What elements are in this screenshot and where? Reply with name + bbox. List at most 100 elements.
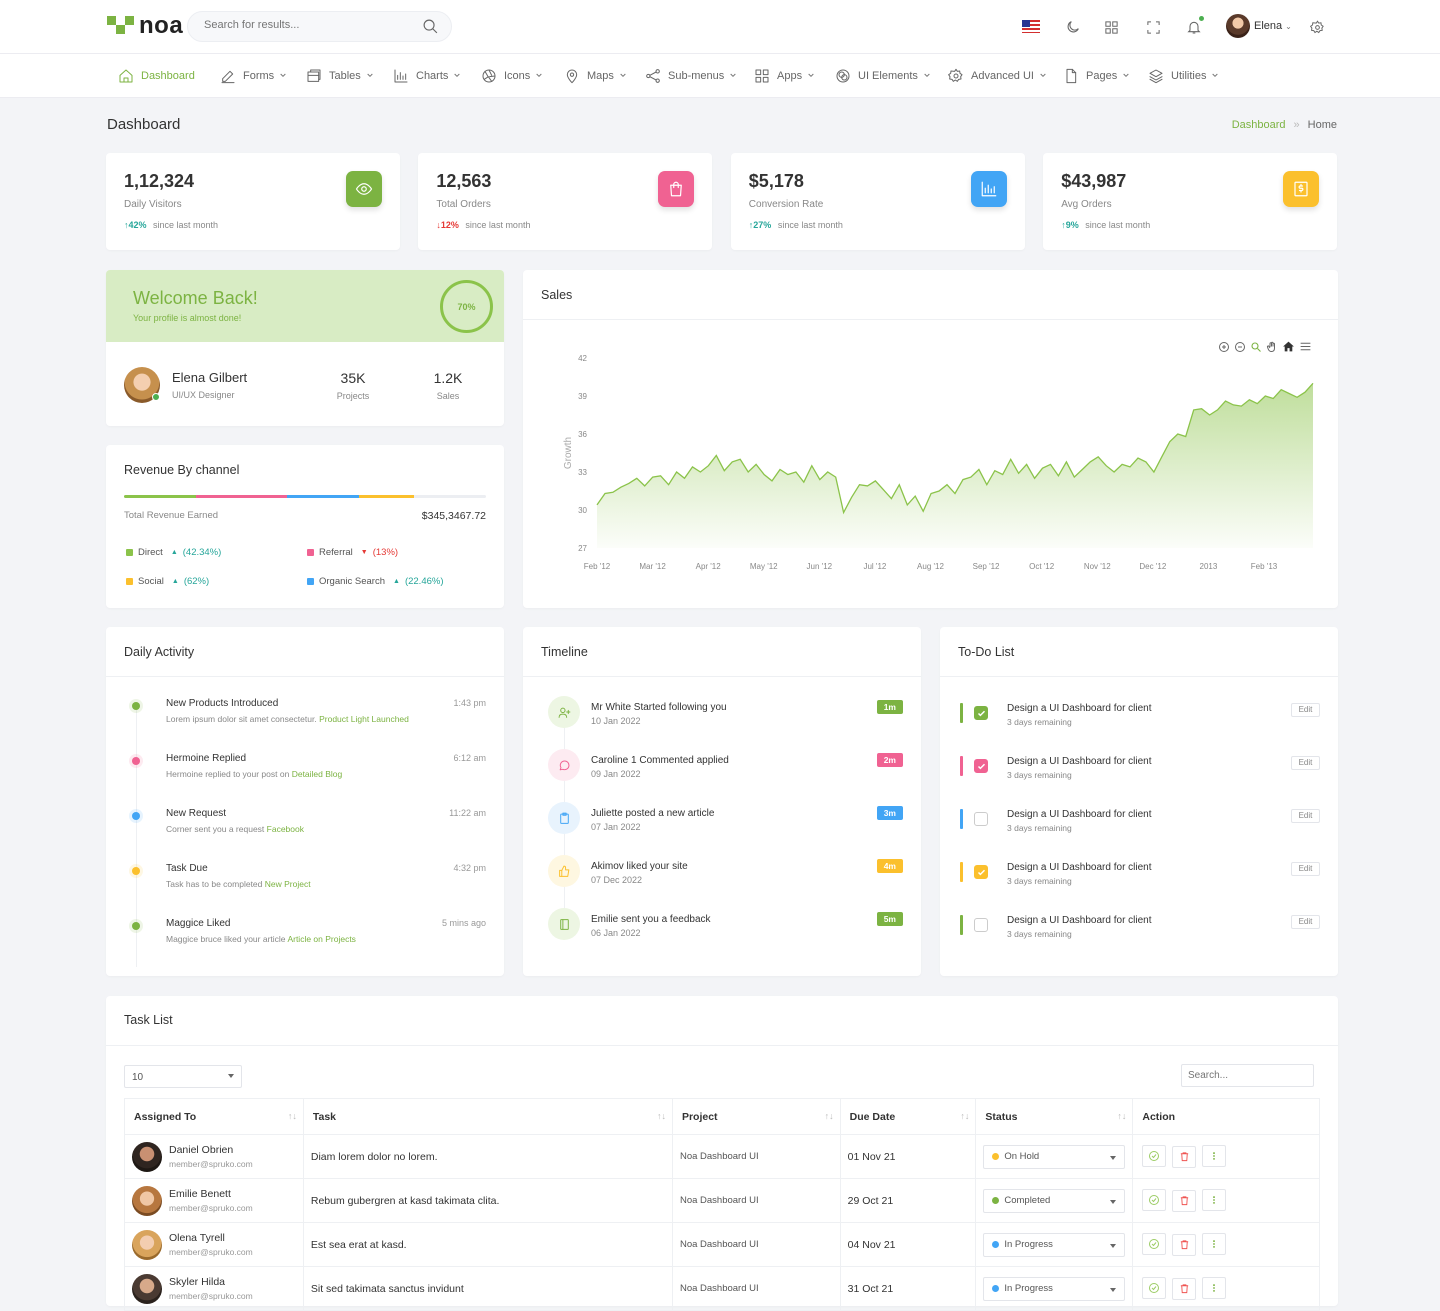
nav-item-pages[interactable]: Pages <box>1063 68 1130 84</box>
activity-link[interactable]: Detailed Blog <box>291 769 343 779</box>
delete-task-button[interactable] <box>1172 1233 1197 1256</box>
project-cell: Noa Dashboard UI <box>671 1178 841 1223</box>
map-pin-icon <box>564 68 580 84</box>
settings-gear-icon[interactable] <box>1307 17 1327 37</box>
nav-item-tables[interactable]: Tables <box>306 68 374 84</box>
breadcrumb: Dashboard » Home <box>1232 119 1337 131</box>
todo-color-bar <box>960 915 963 935</box>
nav-item-charts[interactable]: Charts <box>393 68 461 84</box>
table-search-input[interactable] <box>1181 1064 1314 1087</box>
todo-checkbox[interactable] <box>974 812 988 826</box>
activity-link[interactable]: Article on Projects <box>287 934 356 944</box>
todo-color-bar <box>960 862 963 882</box>
todo-title: Design a UI Dashboard for client <box>1007 915 1152 926</box>
activity-link[interactable]: Facebook <box>266 824 304 834</box>
todo-sub: 3 days remaining <box>1007 770 1072 780</box>
zoom-in-icon[interactable] <box>1218 340 1230 358</box>
stat-change-value: 12% <box>440 220 459 230</box>
activity-time: 1:43 pm <box>453 698 486 708</box>
nav-item-apps[interactable]: Apps <box>754 68 815 84</box>
welcome-banner: Welcome Back! Your profile is almost don… <box>106 270 504 342</box>
nav-item-forms[interactable]: Forms <box>220 68 287 84</box>
complete-task-button[interactable] <box>1142 1145 1167 1168</box>
pan-hand-icon[interactable] <box>1266 340 1278 358</box>
column-header[interactable]: Task ↑↓ <box>302 1098 673 1135</box>
search-input[interactable] <box>204 19 414 31</box>
selection-zoom-icon[interactable] <box>1250 340 1262 358</box>
assignee-name: Skyler Hilda <box>169 1276 226 1288</box>
todo-edit-button[interactable]: Edit <box>1291 756 1320 770</box>
complete-task-button[interactable] <box>1142 1233 1167 1256</box>
activity-desc: Task has to be completed New Project <box>166 879 311 889</box>
sort-icon[interactable]: ↑↓ <box>1117 1111 1127 1121</box>
todo-checkbox[interactable] <box>974 706 988 720</box>
task-cell: Diam lorem dolor no lorem. <box>302 1134 673 1179</box>
nav-item-advanced-ui[interactable]: Advanced UI <box>948 68 1047 84</box>
chevron-down-icon <box>923 71 931 81</box>
column-header[interactable]: Status ↑↓ <box>975 1098 1134 1135</box>
arrow-up-icon: ↑ <box>1061 220 1066 230</box>
stat-card: $43,987 Avg Orders ↑9% since last month <box>1043 153 1338 250</box>
sort-icon[interactable]: ↑↓ <box>656 1111 666 1121</box>
activity-time: 11:22 am <box>449 808 486 818</box>
activity-item: Maggice Liked Maggice bruce liked your ar… <box>124 918 486 958</box>
assigned-cell: Emilie Benett member@spruko.com <box>124 1178 304 1223</box>
activity-link[interactable]: Product Light Launched <box>319 714 409 724</box>
timeline-item: Juliette posted a new article 07 Jan 2022… <box>548 802 903 836</box>
sort-icon[interactable]: ↑↓ <box>960 1111 970 1121</box>
nav-item-label: UI Elements <box>858 70 918 82</box>
sort-icon[interactable]: ↑↓ <box>824 1111 834 1121</box>
status-select[interactable]: In Progress <box>983 1232 1126 1257</box>
zoom-out-icon[interactable] <box>1234 340 1246 358</box>
nav-item-ui-elements[interactable]: UI Elements <box>835 68 931 84</box>
column-header[interactable]: Due Date ↑↓ <box>839 1098 977 1135</box>
stat-change-suffix: since last month <box>1085 220 1151 230</box>
nav-item-icons[interactable]: Icons <box>481 68 543 84</box>
sort-icon[interactable]: ↑↓ <box>287 1111 297 1121</box>
due-date-cell: 29 Oct 21 <box>839 1178 977 1223</box>
page-size-select[interactable]: 10 <box>124 1065 242 1088</box>
action-cell <box>1132 1266 1320 1311</box>
delete-task-button[interactable] <box>1172 1277 1197 1300</box>
todo-edit-button[interactable]: Edit <box>1291 809 1320 823</box>
nav-item-dashboard[interactable]: Dashboard <box>118 68 195 84</box>
delete-task-button[interactable] <box>1172 1145 1197 1168</box>
activity-item: Hermoine Replied Hermoine replied to your… <box>124 753 486 793</box>
notification-bell-icon[interactable] <box>1184 16 1204 37</box>
column-header[interactable]: Assigned To ↑↓ <box>124 1098 304 1135</box>
delete-task-button[interactable] <box>1172 1189 1197 1212</box>
fullscreen-icon[interactable] <box>1143 17 1163 37</box>
reset-home-icon[interactable] <box>1282 340 1295 358</box>
todo-checkbox[interactable] <box>974 918 988 932</box>
activity-link[interactable]: New Project <box>264 879 311 889</box>
complete-task-button[interactable] <box>1142 1189 1167 1212</box>
moon-icon[interactable] <box>1063 17 1083 37</box>
brand-logo[interactable]: noa <box>107 12 183 40</box>
more-options-button[interactable] <box>1202 1233 1227 1256</box>
breadcrumb-dashboard[interactable]: Dashboard <box>1231 119 1286 131</box>
column-header[interactable]: Project ↑↓ <box>671 1098 841 1135</box>
search-icon[interactable] <box>422 18 439 40</box>
legend-name: Referral <box>319 547 353 558</box>
nav-item-sub-menus[interactable]: Sub-menus <box>645 68 737 84</box>
todo-checkbox[interactable] <box>974 865 988 879</box>
chart-menu-icon[interactable] <box>1299 340 1312 358</box>
todo-edit-button[interactable]: Edit <box>1291 862 1320 876</box>
more-options-button[interactable] <box>1202 1145 1227 1168</box>
page-size-value: 10 <box>132 1072 144 1083</box>
todo-checkbox[interactable] <box>974 759 988 773</box>
status-select[interactable]: Completed <box>983 1188 1126 1213</box>
user-menu[interactable]: Elena ⌄ <box>1226 14 1292 38</box>
nav-item-maps[interactable]: Maps <box>564 68 627 84</box>
timeline-date: 09 Jan 2022 <box>591 769 641 779</box>
column-header[interactable]: Action <box>1132 1098 1320 1135</box>
status-select[interactable]: On Hold <box>983 1144 1126 1169</box>
us-flag-icon[interactable] <box>1022 20 1040 33</box>
more-options-button[interactable] <box>1202 1189 1227 1212</box>
todo-edit-button[interactable]: Edit <box>1291 703 1320 717</box>
nav-item-utilities[interactable]: Utilities <box>1148 68 1219 84</box>
apps-grid-icon[interactable] <box>1101 17 1121 37</box>
more-options-button[interactable] <box>1202 1277 1227 1300</box>
todo-edit-button[interactable]: Edit <box>1291 915 1320 929</box>
complete-task-button[interactable] <box>1142 1277 1167 1300</box>
